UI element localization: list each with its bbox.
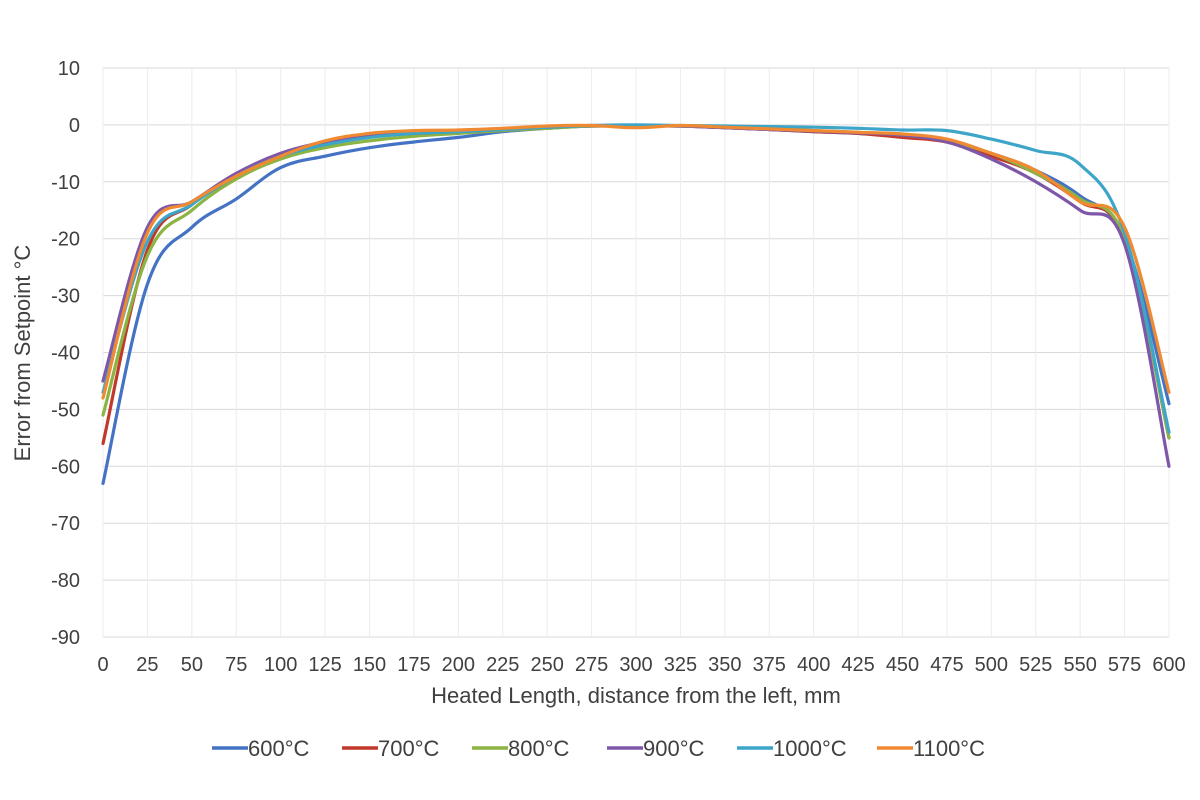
y-tick-label: -80 bbox=[51, 570, 80, 592]
y-tick-label: -20 bbox=[51, 229, 80, 251]
x-tick-label: 75 bbox=[225, 654, 247, 676]
legend-label: 1000°C bbox=[773, 736, 847, 761]
y-tick-label: 0 bbox=[69, 115, 80, 137]
legend: 600°C 700°C 800°C 900°C 1000°C 1100°C bbox=[212, 736, 985, 761]
x-tick-label: 275 bbox=[575, 654, 608, 676]
legend-label: 800°C bbox=[508, 736, 570, 761]
x-axis-title: Heated Length, distance from the left, m… bbox=[431, 683, 841, 708]
x-tick-label: 200 bbox=[442, 654, 475, 676]
gridlines bbox=[102, 67, 1170, 638]
x-tick-label: 25 bbox=[136, 654, 158, 676]
y-tick-label: -60 bbox=[51, 456, 80, 478]
legend-label: 1100°C bbox=[913, 736, 985, 761]
legend-label: 900°C bbox=[643, 736, 705, 761]
x-tick-label: 350 bbox=[708, 654, 741, 676]
y-tick-label: -10 bbox=[51, 172, 80, 194]
y-tick-label: -70 bbox=[51, 513, 80, 535]
y-tick-label: -40 bbox=[51, 343, 80, 365]
series-lines bbox=[101, 123, 1171, 485]
x-tick-label: 125 bbox=[308, 654, 341, 676]
x-tick-label: 100 bbox=[264, 654, 297, 676]
x-tick-label: 600 bbox=[1152, 654, 1185, 676]
series-line-1100c bbox=[101, 123, 1171, 400]
x-tick-label: 250 bbox=[530, 654, 563, 676]
y-tick-label: 10 bbox=[58, 58, 80, 80]
x-tick-label: 375 bbox=[753, 654, 786, 676]
x-tick-label: 325 bbox=[664, 654, 697, 676]
legend-label: 700°C bbox=[378, 736, 440, 761]
x-tick-label: 400 bbox=[797, 654, 830, 676]
y-axis-title: Error from Setpoint °C bbox=[10, 245, 35, 462]
y-tick-label: -30 bbox=[51, 286, 80, 308]
x-tick-label: 500 bbox=[975, 654, 1008, 676]
x-tick-label: 475 bbox=[930, 654, 963, 676]
x-tick-label: 425 bbox=[841, 654, 874, 676]
x-tick-label: 300 bbox=[619, 654, 652, 676]
x-tick-label: 575 bbox=[1108, 654, 1141, 676]
legend-label: 600°C bbox=[248, 736, 310, 761]
x-tick-label: 225 bbox=[486, 654, 519, 676]
y-axis-tick-labels: 10 0 -10 -20 -30 -40 -50 -60 -70 -80 -90 bbox=[51, 58, 80, 649]
x-tick-label: 175 bbox=[397, 654, 430, 676]
y-tick-label: -50 bbox=[51, 399, 80, 421]
x-tick-label: 50 bbox=[181, 654, 203, 676]
x-tick-label: 150 bbox=[353, 654, 386, 676]
y-tick-label: -90 bbox=[51, 627, 80, 649]
x-axis-tick-labels: 0 25 50 75 100 125 150 175 200 225 250 275 300 325 350… bbox=[97, 654, 1185, 676]
x-tick-label: 550 bbox=[1063, 654, 1096, 676]
x-tick-label: 450 bbox=[886, 654, 919, 676]
x-tick-label: 0 bbox=[97, 654, 108, 676]
x-tick-label: 525 bbox=[1019, 654, 1052, 676]
